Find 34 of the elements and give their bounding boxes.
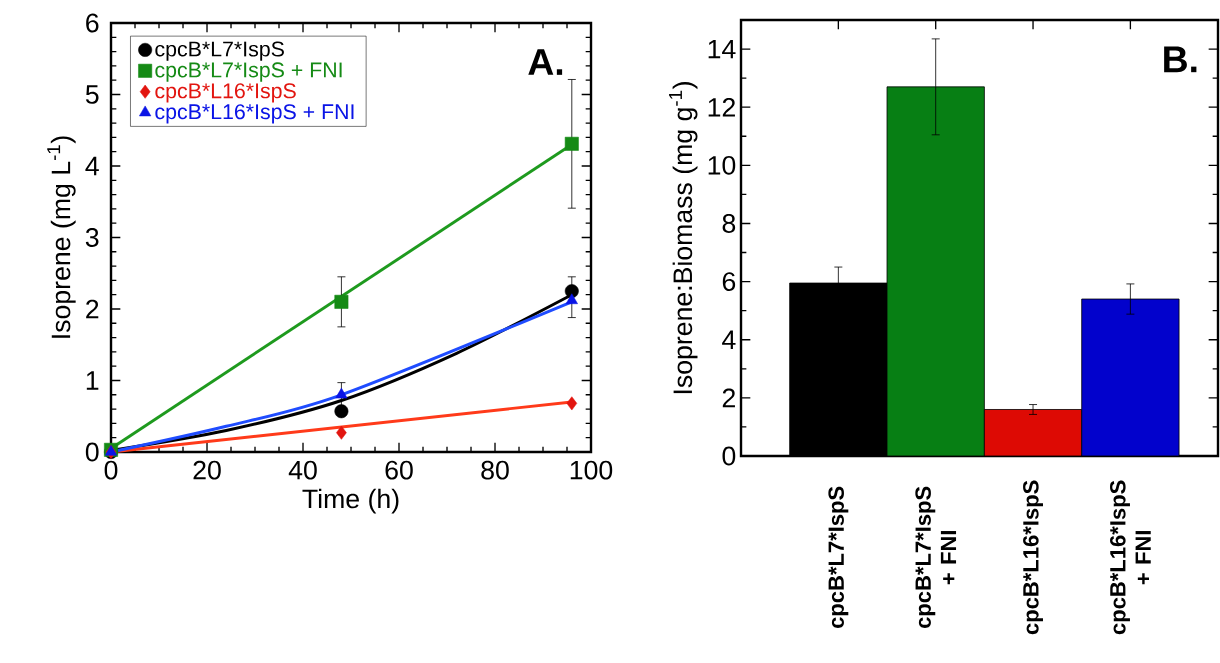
x-tick-label: 100: [570, 460, 613, 480]
y-tick-label: 1: [86, 371, 99, 390]
x-tick-label: 0: [104, 460, 118, 480]
legend-label: cpcB*L7*IspS + FNI: [155, 62, 342, 82]
x-tick-label: cpcB*L16*IspS: [1023, 480, 1043, 635]
x-tick-label: cpcB*L16*IspS + FNI: [1110, 480, 1151, 635]
y-axis-title: Isoprene (mg L$^{-1}$): [47, 136, 76, 338]
y-tick-label: 4: [722, 330, 736, 349]
x-tick-label: cpcB*L7*IspS + FNI: [915, 486, 957, 629]
x-tick-label: 60: [385, 460, 413, 480]
y-tick-label: 5: [85, 85, 99, 104]
x-tick-label: 20: [193, 460, 221, 480]
x-tick-label: cpcB*L7*IspS: [828, 486, 849, 629]
y-tick-label: 12: [708, 97, 735, 117]
y-tick-label: 8: [722, 214, 736, 233]
y-tick-label: 4: [85, 156, 99, 176]
legend-label: cpcB*L16*IspS: [155, 83, 296, 103]
x-tick-label: 40: [288, 460, 317, 480]
annotation: B.: [1164, 46, 1197, 73]
y-tick-label: 10: [708, 155, 736, 175]
y-tick-label: 3: [85, 228, 99, 247]
x-axis-title: Time (h): [302, 488, 399, 514]
legend-label: cpcB*L7*IspS: [155, 41, 284, 61]
y-tick-label: 6: [722, 272, 736, 292]
x-tick-label: 80: [481, 460, 509, 480]
y-tick-label: 14: [708, 39, 736, 59]
y-tick-label: 0: [85, 442, 99, 462]
y-tick-label: 2: [722, 388, 735, 408]
y-tick-label: 0: [722, 446, 736, 466]
legend-label: cpcB*L16*IspS + FNI: [155, 104, 354, 124]
y-tick-label: 2: [86, 299, 99, 319]
y-tick-label: 6: [86, 13, 99, 33]
y-axis-title: Isoprene:Biomass (mg g$^{-1}$): [669, 82, 698, 394]
annotation: A.: [528, 49, 563, 75]
